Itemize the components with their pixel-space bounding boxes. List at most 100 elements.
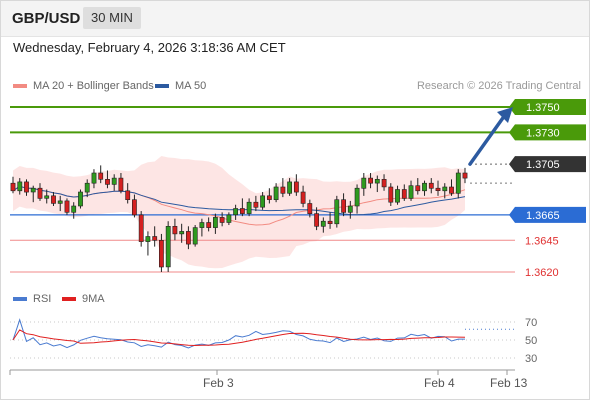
candle-body xyxy=(84,182,90,193)
ma20-swatch xyxy=(13,84,27,88)
candle-body xyxy=(266,195,272,200)
candle-body xyxy=(152,236,158,241)
candle-body xyxy=(57,200,63,204)
candle-body xyxy=(381,179,387,188)
level-tag: 1.3750 xyxy=(509,99,586,115)
candle-body xyxy=(206,222,212,228)
candle-body xyxy=(260,195,265,208)
level-tag-pointer xyxy=(509,99,515,115)
legend-ma20: MA 20 + Bollinger Bands xyxy=(13,80,154,92)
candle-body xyxy=(240,208,245,214)
rsi-tick-label: 70 xyxy=(525,317,537,329)
candle-body xyxy=(455,172,461,194)
level-label: 1.3620 xyxy=(525,267,559,279)
candle-body xyxy=(98,172,104,180)
rsi-ma-line xyxy=(12,329,466,347)
rsi-ma-legend-label: 9MA xyxy=(82,293,105,305)
ma50-legend-label: MA 50 xyxy=(175,80,207,92)
candle-body xyxy=(246,201,252,214)
candle-body xyxy=(138,214,144,242)
candle-body xyxy=(226,214,232,223)
rsi-legend-label: RSI xyxy=(33,293,52,305)
level-tag-pointer xyxy=(509,206,515,223)
candle-body xyxy=(91,172,97,184)
candle-body xyxy=(401,189,407,199)
candle-body xyxy=(287,181,292,194)
candle-body xyxy=(37,187,43,199)
candle-body xyxy=(192,227,198,245)
legend-rsi: RSI xyxy=(13,293,51,305)
candle-body xyxy=(64,200,70,213)
candle-body xyxy=(159,240,164,268)
rsi-swatch xyxy=(13,297,27,301)
level-label: 1.3705 xyxy=(526,159,560,171)
candle-body xyxy=(199,222,205,228)
ma50-swatch xyxy=(155,84,169,88)
candle-body xyxy=(314,213,319,227)
legend-ma50: MA 50 xyxy=(155,80,206,92)
candle-body xyxy=(111,177,117,185)
candle-body xyxy=(422,182,427,192)
candle-body xyxy=(10,182,16,192)
candle-body xyxy=(125,190,131,201)
level-tag: 1.3730 xyxy=(509,124,586,141)
candle-body xyxy=(71,205,77,213)
x-axis-label: Feb 13 xyxy=(490,376,528,390)
bollinger-band xyxy=(13,156,465,269)
level-tag-bg xyxy=(515,99,586,115)
candle-body xyxy=(24,181,29,193)
x-axis-label: Feb 4 xyxy=(424,376,455,390)
level-tag: 1.3705 xyxy=(509,156,586,173)
legend-rsi-ma: 9MA xyxy=(62,293,105,305)
level-label: 1.3665 xyxy=(526,210,560,222)
level-label: 1.3750 xyxy=(526,102,560,114)
candle-body xyxy=(428,182,434,189)
candle-body xyxy=(165,226,171,268)
level-tag-bg xyxy=(515,156,586,173)
candle-body xyxy=(118,177,124,192)
rsi-ma-swatch xyxy=(62,297,76,301)
symbol-title: GBP/USD xyxy=(12,10,81,27)
candle-body xyxy=(415,185,421,192)
candle-body xyxy=(105,179,110,185)
candle-body xyxy=(435,187,441,191)
timeframe-button[interactable]: 30 MIN xyxy=(83,7,141,29)
candle-body xyxy=(78,191,83,207)
candle-body xyxy=(51,195,56,204)
candle-body xyxy=(300,191,306,204)
header-bar: GBP/USD 30 MIN xyxy=(0,0,590,37)
candle-body xyxy=(145,236,151,242)
level-label: 1.3730 xyxy=(526,127,560,139)
candle-body xyxy=(374,179,380,184)
trend-arrow xyxy=(468,113,507,166)
candle-body xyxy=(354,187,360,207)
rsi-line xyxy=(12,318,465,349)
candle-body xyxy=(307,203,313,214)
candle-body xyxy=(408,185,414,199)
candle-body xyxy=(186,231,191,245)
candle-body xyxy=(219,217,225,223)
candle-body xyxy=(347,205,353,213)
candle-body xyxy=(449,186,454,194)
candle-body xyxy=(273,186,279,200)
candle-body xyxy=(30,187,36,193)
candle-body xyxy=(395,189,400,203)
candle-body xyxy=(172,226,178,235)
candle-body xyxy=(442,186,448,192)
x-axis-label: Feb 3 xyxy=(203,376,234,390)
candle-body xyxy=(368,177,373,184)
candle-body xyxy=(44,195,50,199)
candle-body xyxy=(233,208,238,216)
candle-body xyxy=(17,181,23,192)
candle-body xyxy=(388,186,394,203)
candle-body xyxy=(132,199,137,216)
rsi-tick-label: 30 xyxy=(525,353,537,365)
candle-body xyxy=(253,201,259,208)
level-tag-bg xyxy=(515,124,586,141)
ma20-legend-label: MA 20 + Bollinger Bands xyxy=(33,80,154,92)
datetime-label: Wednesday, February 4, 2026 3:18:36 AM C… xyxy=(13,40,286,55)
level-tag: 1.3665 xyxy=(509,206,586,223)
candle-body xyxy=(462,172,468,179)
